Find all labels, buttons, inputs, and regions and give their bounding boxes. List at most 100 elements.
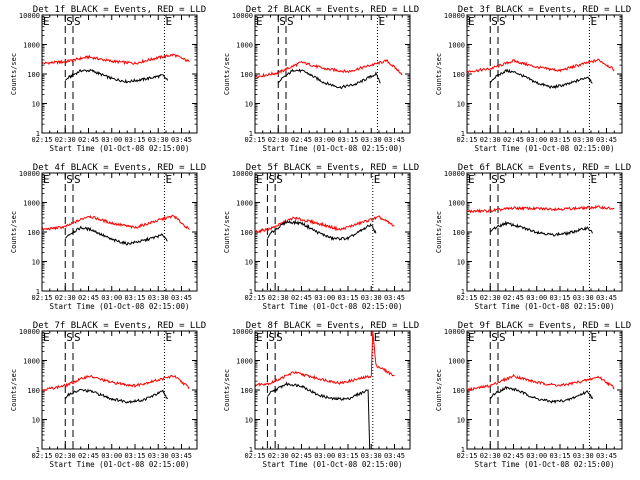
x-tick-label: 03:00 [101, 294, 122, 302]
time-marker-label: E [590, 331, 597, 344]
time-marker-label: E [468, 173, 475, 186]
x-axis-label: Start Time (01-Oct-08 02:15:00) [475, 460, 615, 469]
y-tick-label: 100 [240, 71, 253, 79]
series-line-lld [254, 59, 403, 79]
x-tick-label: 03:30 [361, 452, 382, 460]
x-tick-label: 03:30 [573, 294, 594, 302]
time-marker-label: S [74, 15, 81, 28]
x-tick-label: 03:00 [314, 136, 335, 144]
panel-title: Det 3f BLACK = Events, RED = LLD [458, 5, 631, 15]
x-tick-label: 02:15 [244, 294, 265, 302]
x-tick-label: 03:15 [124, 452, 145, 460]
series-line-lld [466, 204, 615, 214]
panel-title: Det 6f BLACK = Events, RED = LLD [458, 163, 631, 173]
panel-title: Det 5f BLACK = Events, RED = LLD [246, 163, 419, 173]
y-tick-label: 10000 [232, 170, 253, 178]
x-tick-label: 02:45 [291, 136, 312, 144]
x-tick-label: 02:15 [456, 452, 477, 460]
time-marker-label: S [491, 15, 498, 28]
x-tick-label: 03:15 [124, 136, 145, 144]
y-tick-label: 10 [457, 259, 465, 267]
x-tick-label: 02:15 [456, 294, 477, 302]
y-tick-label: 1000 [236, 200, 253, 208]
series-line-events [489, 220, 593, 237]
time-marker-label: E [590, 15, 597, 28]
time-marker-label: S [268, 173, 275, 186]
x-tick-label: 03:15 [549, 452, 570, 460]
x-tick-label: 02:15 [244, 136, 265, 144]
y-tick-label: 100 [27, 229, 40, 237]
time-marker-label: S [287, 15, 294, 28]
time-marker-label: E [165, 15, 172, 28]
x-tick-label: 02:45 [503, 294, 524, 302]
time-marker-label: E [165, 173, 172, 186]
x-tick-label: 02:15 [31, 294, 52, 302]
y-tick-label: 10 [457, 101, 465, 109]
y-tick-label: 1000 [236, 42, 253, 50]
y-axis-label: Counts/sec [435, 211, 443, 253]
x-axis-label: Start Time (01-Oct-08 02:15:00) [50, 302, 190, 311]
time-marker-label: S [499, 173, 506, 186]
x-axis-label: Start Time (01-Oct-08 02:15:00) [475, 302, 615, 311]
y-tick-label: 10 [245, 417, 253, 425]
y-axis-label: Counts/sec [10, 53, 18, 95]
panel-title: Det 8f BLACK = Events, RED = LLD [246, 321, 419, 331]
series-line-lld [466, 58, 615, 74]
time-marker-label: S [276, 173, 283, 186]
detector-panel: Det 8f BLACK = Events, RED = LLD 1 10 100 10… [223, 321, 419, 469]
y-axis-label: Counts/sec [10, 211, 18, 253]
y-tick-label: 100 [240, 229, 253, 237]
y-tick-label: 100 [452, 387, 465, 395]
time-marker-label: S [276, 331, 283, 344]
y-tick-label: 10 [32, 259, 40, 267]
series-line-lld [41, 214, 190, 232]
x-tick-label: 02:15 [31, 452, 52, 460]
x-axis-label: Start Time (01-Oct-08 02:15:00) [50, 144, 190, 153]
plot-frame [254, 14, 411, 134]
time-marker-label: E [590, 173, 597, 186]
y-tick-label: 1000 [448, 42, 465, 50]
detector-panel: Det 6f BLACK = Events, RED = LLD 1 10 100 10… [435, 163, 631, 311]
time-marker-label: E [43, 15, 50, 28]
x-tick-label: 02:30 [480, 136, 501, 144]
time-marker-label: S [279, 15, 286, 28]
panel-title: Det 2f BLACK = Events, RED = LLD [246, 5, 419, 15]
x-axis-label: Start Time (01-Oct-08 02:15:00) [263, 460, 403, 469]
x-tick-label: 03:00 [314, 452, 335, 460]
x-tick-label: 02:30 [480, 294, 501, 302]
time-marker-label: E [378, 15, 385, 28]
x-tick-label: 02:45 [78, 136, 99, 144]
time-marker-label: E [468, 331, 475, 344]
y-tick-label: 10 [245, 101, 253, 109]
plot-frame [254, 330, 411, 450]
y-axis-label: Counts/sec [10, 369, 18, 411]
x-tick-label: 03:00 [526, 452, 547, 460]
x-tick-label: 02:30 [268, 294, 289, 302]
time-marker-label: S [268, 331, 275, 344]
y-tick-label: 10 [457, 417, 465, 425]
x-axis-label: Start Time (01-Oct-08 02:15:00) [475, 144, 615, 153]
time-marker-label: S [499, 15, 506, 28]
detector-panel: Det 1f BLACK = Events, RED = LLD 1 10 100 10… [10, 5, 206, 153]
y-tick-label: 10 [245, 259, 253, 267]
y-axis-label: Counts/sec [435, 53, 443, 95]
x-tick-label: 03:30 [148, 294, 169, 302]
series-line-lld [254, 215, 395, 234]
x-tick-label: 03:00 [526, 136, 547, 144]
series-line-events [489, 68, 593, 90]
y-axis-label: Counts/sec [223, 211, 231, 253]
y-tick-label: 1 [36, 446, 40, 454]
detector-panel: Det 4f BLACK = Events, RED = LLD 1 10 100 10… [10, 163, 206, 311]
x-tick-label: 02:30 [55, 452, 76, 460]
y-tick-label: 1 [36, 288, 40, 296]
time-marker-label: S [74, 331, 81, 344]
x-tick-label: 03:00 [101, 452, 122, 460]
x-tick-label: 03:30 [573, 136, 594, 144]
x-tick-label: 03:30 [148, 452, 169, 460]
series-line-events [266, 219, 377, 241]
time-marker-label: E [256, 15, 263, 28]
y-tick-label: 1000 [23, 42, 40, 50]
y-tick-label: 1 [461, 288, 465, 296]
y-tick-label: 1 [249, 446, 253, 454]
